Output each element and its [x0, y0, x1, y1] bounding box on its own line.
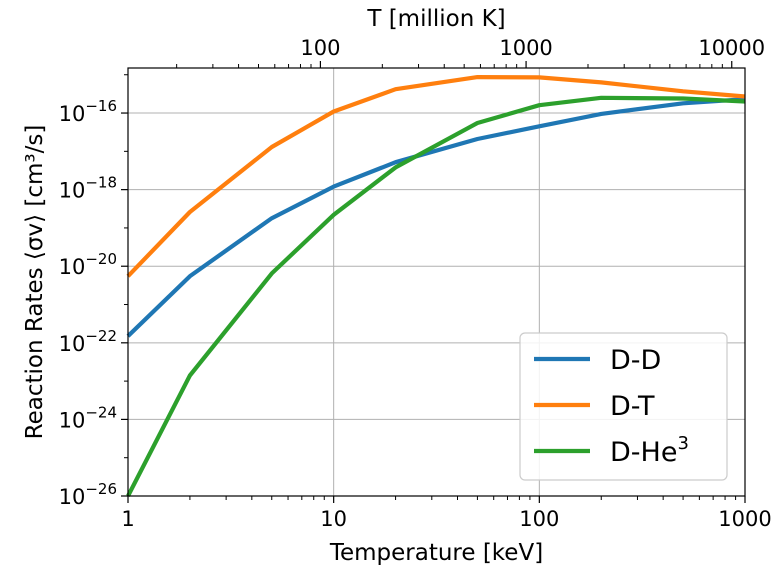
- legend-label: D-He3: [610, 433, 689, 468]
- x-tick-label: 10: [320, 507, 347, 531]
- legend: D-D D-T D-He3: [519, 332, 728, 481]
- top-x-tick-label: 1000: [499, 36, 552, 60]
- y-tick-label: 10−22: [59, 327, 117, 356]
- top-x-axis-title: T [million K]: [366, 6, 505, 32]
- legend-label: D-T: [610, 391, 655, 422]
- x-tick-label: 100: [519, 507, 559, 531]
- x-tick-label: 1: [121, 507, 134, 531]
- series-line-d-d: [126, 97, 746, 338]
- grid: [127, 68, 746, 496]
- y-tick-label: 10−18: [59, 174, 117, 203]
- legend-box: [519, 332, 728, 481]
- top-x-tick-label: 100: [300, 36, 340, 60]
- y-tick-label: 10−26: [59, 480, 117, 509]
- x-axis-title: Temperature [keV]: [329, 540, 543, 566]
- x-tick-label: 1000: [718, 507, 771, 531]
- axis-ticks: 1 10 100 1000 100 1000 10000 10−26 10−24 10−22 10−…: [59, 36, 772, 531]
- y-tick-label: 10−24: [59, 403, 117, 432]
- y-axis-title: Reaction Rates ⟨σv⟩ [cm³/s]: [22, 125, 48, 440]
- series-line-d-t: [126, 74, 746, 278]
- y-tick-label: 10−16: [59, 97, 117, 126]
- y-tick-label: 10−20: [59, 250, 117, 279]
- series-line-d-he-: [126, 95, 746, 497]
- plot-frame: [127, 67, 746, 497]
- top-x-tick-label: 10000: [698, 36, 765, 60]
- series-lines: [126, 74, 746, 497]
- legend-label: D-D: [610, 345, 661, 376]
